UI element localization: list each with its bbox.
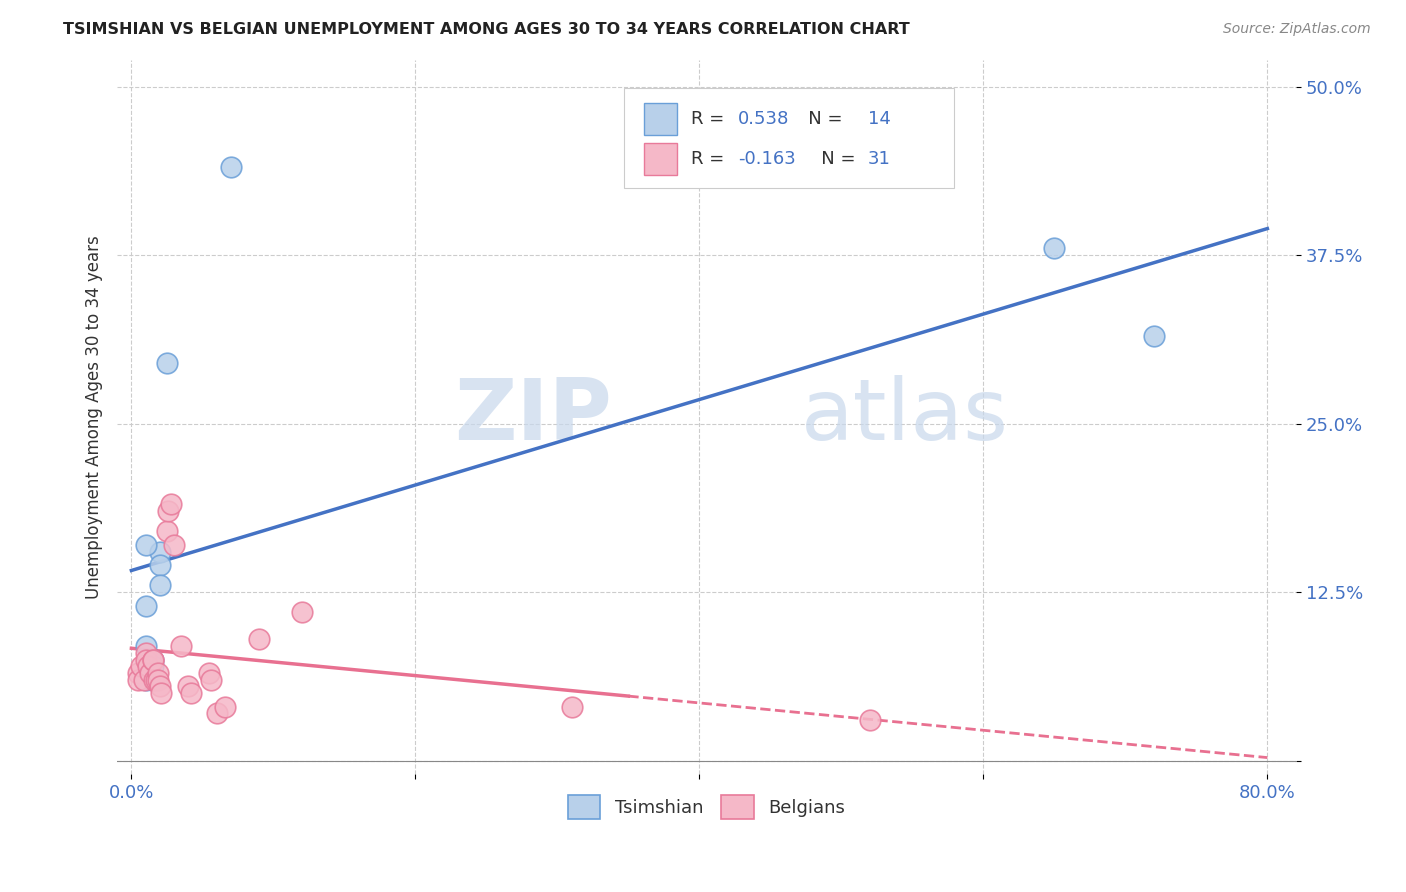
Point: [135, 652, 157, 666]
Point: [200, 673, 222, 687]
Legend: Tsimshian, Belgians: Tsimshian, Belgians: [561, 789, 852, 826]
Text: R =: R =: [692, 110, 735, 128]
Point: [138, 659, 160, 673]
Point: [1043, 241, 1066, 255]
Point: [139, 666, 162, 681]
Point: [247, 632, 270, 647]
Point: [205, 706, 228, 721]
Point: [135, 646, 157, 660]
FancyBboxPatch shape: [624, 88, 955, 188]
Point: [143, 673, 166, 687]
Text: 14: 14: [868, 110, 891, 128]
Point: [142, 659, 165, 673]
Point: [180, 686, 202, 700]
Point: [127, 673, 149, 687]
Point: [1143, 329, 1166, 343]
Point: [142, 652, 165, 666]
Point: [135, 599, 157, 613]
Point: [163, 538, 186, 552]
Point: [145, 673, 167, 687]
Point: [859, 713, 882, 727]
Point: [160, 498, 183, 512]
Point: [135, 673, 157, 687]
Point: [135, 639, 157, 653]
Text: R =: R =: [692, 150, 735, 168]
Text: atlas: atlas: [801, 376, 1008, 458]
Point: [134, 673, 156, 687]
Text: Source: ZipAtlas.com: Source: ZipAtlas.com: [1223, 22, 1371, 37]
Point: [149, 680, 172, 694]
Point: [156, 524, 179, 539]
Text: N =: N =: [804, 150, 862, 168]
Point: [219, 161, 242, 175]
Text: 31: 31: [868, 150, 891, 168]
Point: [142, 652, 165, 666]
Point: [177, 680, 200, 694]
Text: N =: N =: [792, 110, 849, 128]
Point: [135, 538, 157, 552]
Point: [214, 699, 236, 714]
Text: 0.538: 0.538: [738, 110, 790, 128]
Point: [150, 686, 173, 700]
Text: ZIP: ZIP: [454, 376, 612, 458]
Point: [127, 666, 149, 681]
Point: [148, 673, 170, 687]
Point: [291, 605, 314, 619]
Text: TSIMSHIAN VS BELGIAN UNEMPLOYMENT AMONG AGES 30 TO 34 YEARS CORRELATION CHART: TSIMSHIAN VS BELGIAN UNEMPLOYMENT AMONG …: [63, 22, 910, 37]
Point: [148, 666, 170, 681]
Point: [131, 659, 153, 673]
Point: [170, 639, 193, 653]
Point: [142, 673, 165, 687]
Point: [561, 699, 583, 714]
Point: [198, 666, 221, 681]
Y-axis label: Unemployment Among Ages 30 to 34 years: Unemployment Among Ages 30 to 34 years: [86, 235, 103, 599]
Point: [156, 356, 179, 370]
FancyBboxPatch shape: [644, 103, 678, 135]
Point: [149, 544, 172, 558]
Point: [142, 652, 165, 666]
FancyBboxPatch shape: [644, 143, 678, 175]
Point: [157, 504, 180, 518]
Text: -0.163: -0.163: [738, 150, 796, 168]
Point: [149, 578, 172, 592]
Point: [149, 558, 172, 573]
